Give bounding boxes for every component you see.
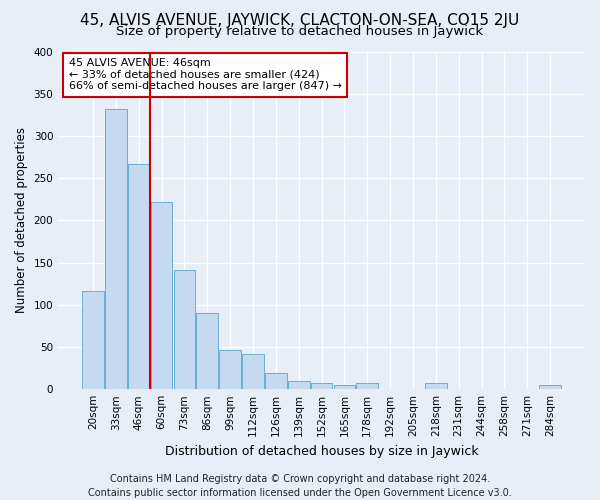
Bar [219,350,241,389]
Y-axis label: Number of detached properties: Number of detached properties [15,128,28,314]
Bar [425,384,447,389]
Text: Contains HM Land Registry data © Crown copyright and database right 2024.
Contai: Contains HM Land Registry data © Crown c… [88,474,512,498]
Bar [82,292,104,389]
Bar [151,202,172,389]
Bar [311,384,332,389]
Bar [105,109,127,389]
Bar [128,164,149,389]
Text: 45 ALVIS AVENUE: 46sqm
← 33% of detached houses are smaller (424)
66% of semi-de: 45 ALVIS AVENUE: 46sqm ← 33% of detached… [69,58,342,92]
Text: Size of property relative to detached houses in Jaywick: Size of property relative to detached ho… [116,25,484,38]
Text: 45, ALVIS AVENUE, JAYWICK, CLACTON-ON-SEA, CO15 2JU: 45, ALVIS AVENUE, JAYWICK, CLACTON-ON-SE… [80,12,520,28]
Bar [242,354,264,389]
Bar [288,380,310,389]
Bar [196,313,218,389]
X-axis label: Distribution of detached houses by size in Jaywick: Distribution of detached houses by size … [165,444,478,458]
Bar [334,385,355,389]
Bar [173,270,195,389]
Bar [265,373,287,389]
Bar [539,385,561,389]
Bar [356,384,378,389]
